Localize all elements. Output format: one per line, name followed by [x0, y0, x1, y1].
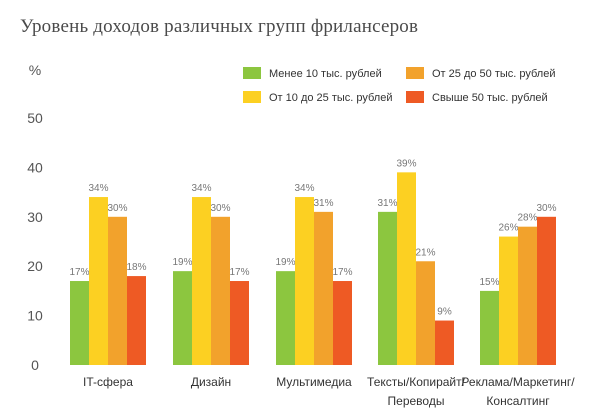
bar-value-label: 31% — [377, 198, 397, 209]
bar — [518, 226, 537, 365]
bar-value-label: 31% — [313, 198, 333, 209]
bar — [230, 281, 249, 365]
bar — [314, 211, 333, 365]
bar-value-label: 19% — [275, 257, 295, 268]
bar — [378, 211, 397, 365]
bar-value-label: 18% — [126, 262, 146, 273]
x-tick-label: Мультимедиа — [276, 375, 352, 389]
bar-value-label: 17% — [332, 267, 352, 278]
x-tick-label: Реклама/Маркетинг/ — [461, 375, 575, 389]
bar — [89, 197, 108, 365]
bar-value-label: 34% — [88, 183, 108, 194]
bar — [211, 216, 230, 365]
legend-swatch — [243, 67, 261, 79]
bar-value-label: 30% — [536, 203, 556, 214]
bar — [435, 320, 454, 365]
bar — [333, 281, 352, 365]
bar — [480, 290, 499, 365]
bar-value-label: 30% — [210, 203, 230, 214]
x-tick-label: IT-сфера — [83, 375, 133, 389]
bar — [70, 281, 89, 365]
bar — [173, 271, 192, 365]
chart-title: Уровень доходов различных групп фрилансе… — [20, 16, 419, 37]
bar — [397, 172, 416, 365]
y-tick-label: 40 — [27, 159, 43, 175]
legend-label: Менее 10 тыс. рублей — [269, 68, 382, 80]
y-tick-label: 50 — [27, 110, 43, 126]
bar-value-label: 17% — [69, 267, 89, 278]
bar-value-label: 39% — [396, 158, 416, 169]
x-tick-label: Консалтинг — [486, 394, 550, 408]
y-tick-label: 20 — [27, 258, 43, 274]
bar-value-label: 34% — [294, 183, 314, 194]
legend-label: От 10 до 25 тыс. рублей — [269, 92, 393, 104]
bar — [295, 197, 314, 365]
legend-swatch — [406, 67, 424, 79]
bar-value-label: 26% — [498, 223, 518, 234]
bar — [276, 271, 295, 365]
bar-value-label: 34% — [191, 183, 211, 194]
bar-value-label: 28% — [517, 213, 537, 224]
bar — [192, 197, 211, 365]
bar — [537, 216, 556, 365]
bar-value-label: 17% — [229, 267, 249, 278]
x-tick-label: Тексты/Копирайт/ — [367, 375, 466, 389]
y-tick-label: 0 — [31, 357, 39, 373]
x-tick-label: Дизайн — [191, 375, 231, 389]
bar — [108, 216, 127, 365]
bar-value-label: 21% — [415, 247, 435, 258]
legend-label: Свыше 50 тыс. рублей — [432, 92, 548, 104]
bar-value-label: 15% — [479, 277, 499, 288]
legend-swatch — [406, 91, 424, 103]
bar — [416, 261, 435, 365]
y-tick-label: 30 — [27, 209, 43, 225]
legend-label: От 25 до 50 тыс. рублей — [432, 68, 556, 80]
y-axis-unit: % — [29, 62, 41, 78]
bar — [127, 276, 146, 365]
y-tick-label: 10 — [27, 308, 43, 324]
bar-value-label: 30% — [107, 203, 127, 214]
x-tick-label: Переводы — [388, 394, 445, 408]
bar-value-label: 9% — [437, 307, 452, 318]
bar — [499, 236, 518, 365]
legend-swatch — [243, 91, 261, 103]
bar-value-label: 19% — [172, 257, 192, 268]
